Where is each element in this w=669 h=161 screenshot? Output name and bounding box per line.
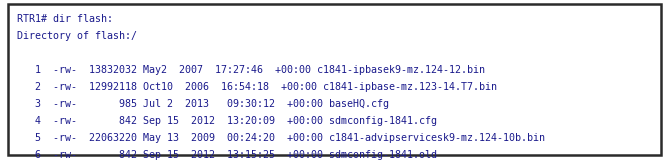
Text: 5  -rw-  22063220 May 13  2009  00:24:20  +00:00 c1841-advipservicesk9-mz.124-10: 5 -rw- 22063220 May 13 2009 00:24:20 +00… (17, 133, 545, 143)
Text: 3  -rw-       985 Jul 2  2013   09:30:12  +00:00 baseHQ.cfg: 3 -rw- 985 Jul 2 2013 09:30:12 +00:00 ba… (17, 99, 389, 109)
Text: RTR1# dir flash:: RTR1# dir flash: (17, 14, 112, 24)
Text: 4  -rw-       842 Sep 15  2012  13:20:09  +00:00 sdmconfig-1841.cfg: 4 -rw- 842 Sep 15 2012 13:20:09 +00:00 s… (17, 116, 437, 126)
FancyBboxPatch shape (8, 4, 661, 155)
Text: 1  -rw-  13832032 May2  2007  17:27:46  +00:00 c1841-ipbasek9-mz.124-12.bin: 1 -rw- 13832032 May2 2007 17:27:46 +00:0… (17, 65, 485, 75)
Text: 2  -rw-  12992118 Oct10  2006  16:54:18  +00:00 c1841-ipbase-mz.123-14.T7.bin: 2 -rw- 12992118 Oct10 2006 16:54:18 +00:… (17, 82, 496, 92)
Text: Directory of flash:/: Directory of flash:/ (17, 31, 136, 41)
Text: 6  -rw-       842 Sep 15  2012  13:15:25  +00:00 sdmconfig-1841.old: 6 -rw- 842 Sep 15 2012 13:15:25 +00:00 s… (17, 150, 437, 160)
